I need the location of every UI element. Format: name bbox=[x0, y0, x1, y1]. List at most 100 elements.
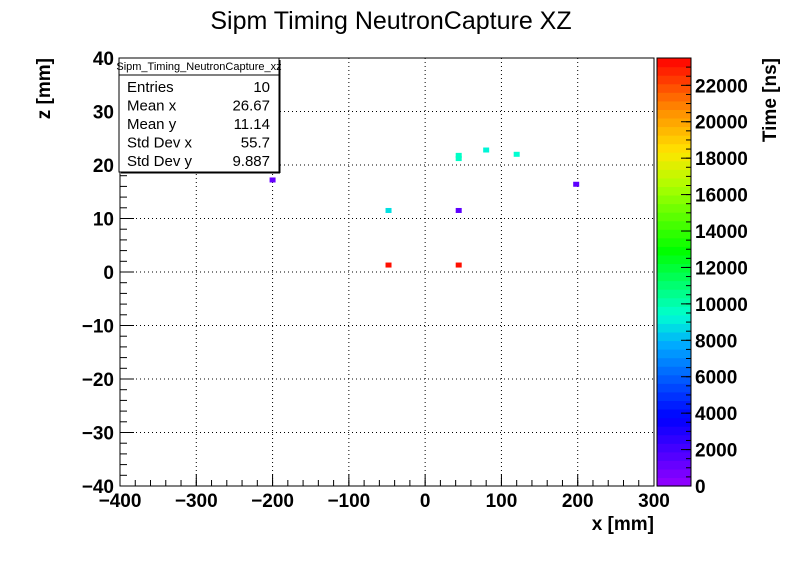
x-tick-label: 300 bbox=[638, 491, 670, 512]
palette-band bbox=[657, 92, 691, 102]
palette-band bbox=[657, 297, 691, 307]
palette-band bbox=[657, 408, 691, 419]
palette-band bbox=[657, 383, 691, 393]
palette-band bbox=[657, 417, 691, 427]
palette-band bbox=[657, 194, 691, 205]
palette-band bbox=[657, 237, 691, 247]
palette-band bbox=[657, 306, 691, 316]
data-point bbox=[455, 156, 462, 162]
data-points bbox=[269, 147, 580, 268]
stats-row-value: 9.887 bbox=[232, 153, 270, 170]
z-tick-label: 6000 bbox=[695, 368, 737, 389]
palette-band bbox=[657, 109, 691, 119]
stats-rows: Entries 10 Mean x 26.67 Mean y 11.14 Std Dev x… bbox=[127, 79, 270, 170]
data-point bbox=[573, 181, 580, 187]
palette-band bbox=[657, 229, 691, 239]
palette-band bbox=[657, 331, 691, 342]
palette-band bbox=[657, 314, 691, 324]
y-tick-label: 40 bbox=[93, 49, 114, 70]
stats-row-label: Mean y bbox=[127, 116, 177, 133]
x-tick-label: −300 bbox=[175, 491, 218, 512]
palette-band bbox=[657, 75, 691, 85]
palette-band bbox=[657, 220, 691, 230]
y-tick-label: −30 bbox=[82, 424, 114, 445]
data-point bbox=[513, 151, 520, 157]
palette-band bbox=[657, 340, 691, 350]
palette-band bbox=[657, 83, 691, 93]
x-tick-label: 200 bbox=[562, 491, 594, 512]
palette-band bbox=[657, 451, 691, 461]
palette-band bbox=[657, 126, 691, 136]
stats-row-label: Std Dev x bbox=[127, 135, 193, 152]
palette-band bbox=[657, 135, 691, 145]
palette-band bbox=[657, 477, 691, 487]
stats-row-value: 26.67 bbox=[232, 98, 270, 115]
palette-band bbox=[657, 246, 691, 256]
data-point bbox=[269, 177, 276, 183]
palette-band bbox=[657, 117, 691, 128]
z-tick-label: 14000 bbox=[695, 222, 748, 243]
palette-band bbox=[657, 66, 691, 76]
palette-band bbox=[657, 160, 691, 170]
palette-band bbox=[657, 280, 691, 290]
palette-band bbox=[657, 169, 691, 179]
palette-frame bbox=[656, 57, 692, 487]
palette-band bbox=[657, 186, 691, 196]
stats-row-label: Entries bbox=[127, 79, 174, 96]
stats-box-bg bbox=[118, 57, 280, 173]
data-point bbox=[455, 152, 462, 158]
palette-band bbox=[657, 100, 691, 110]
z-axis-ticks bbox=[681, 57, 691, 487]
z-axis-title: Time [ns] bbox=[760, 58, 781, 142]
x-tick-label: 100 bbox=[486, 491, 518, 512]
y-tick-label: 30 bbox=[93, 103, 114, 124]
palette-band bbox=[657, 177, 691, 187]
x-tick-label: −200 bbox=[251, 491, 294, 512]
z-tick-label: 22000 bbox=[695, 76, 748, 97]
palette-band bbox=[657, 143, 691, 153]
z-tick-labels: 0 2000 4000 6000 8000 10000 12000 14000 16000 180… bbox=[695, 76, 748, 498]
palette-band bbox=[657, 254, 691, 265]
data-point bbox=[385, 207, 392, 213]
x-axis-title: x [mm] bbox=[592, 514, 654, 535]
stats-row-value: 11.14 bbox=[234, 116, 270, 133]
data-point bbox=[455, 207, 462, 213]
data-point bbox=[455, 262, 462, 268]
x-tick-label: −100 bbox=[327, 491, 370, 512]
palette-band bbox=[657, 357, 691, 367]
palette-band bbox=[657, 443, 691, 453]
stats-box-name: Sipm_Timing_NeutronCapture_xz bbox=[116, 61, 281, 73]
y-tick-label: −20 bbox=[82, 370, 114, 391]
plot-frame bbox=[119, 57, 655, 487]
stats-row-value: 55.7 bbox=[241, 135, 270, 152]
palette-band bbox=[657, 203, 691, 213]
z-tick-label: 0 bbox=[695, 477, 706, 498]
palette-band bbox=[657, 391, 691, 401]
palette-band bbox=[657, 374, 691, 384]
y-tick-label: 10 bbox=[93, 210, 114, 231]
palette-band bbox=[657, 323, 691, 333]
palette-band bbox=[657, 289, 691, 299]
palette-band bbox=[657, 426, 691, 436]
color-palette bbox=[657, 58, 691, 487]
stats-row-label: Mean x bbox=[127, 98, 177, 115]
z-tick-label: 18000 bbox=[695, 149, 748, 170]
palette-band bbox=[657, 468, 691, 479]
z-tick-label: 2000 bbox=[695, 441, 737, 462]
palette-band bbox=[657, 263, 691, 273]
y-tick-label: 20 bbox=[93, 156, 114, 177]
z-tick-label: 4000 bbox=[695, 404, 737, 425]
z-tick-label: 20000 bbox=[695, 113, 748, 134]
z-tick-label: 16000 bbox=[695, 186, 748, 207]
palette-band bbox=[657, 58, 691, 68]
y-tick-label: −40 bbox=[82, 477, 114, 498]
chart-title: Sipm Timing NeutronCapture XZ bbox=[210, 7, 571, 35]
y-tick-label: 0 bbox=[103, 263, 114, 284]
data-point bbox=[385, 262, 392, 268]
y-tick-label: −10 bbox=[82, 317, 114, 338]
z-tick-label: 10000 bbox=[695, 295, 748, 316]
palette-band bbox=[657, 400, 691, 410]
palette-band bbox=[657, 366, 691, 376]
data-point bbox=[483, 147, 490, 153]
z-tick-label: 8000 bbox=[695, 331, 737, 352]
